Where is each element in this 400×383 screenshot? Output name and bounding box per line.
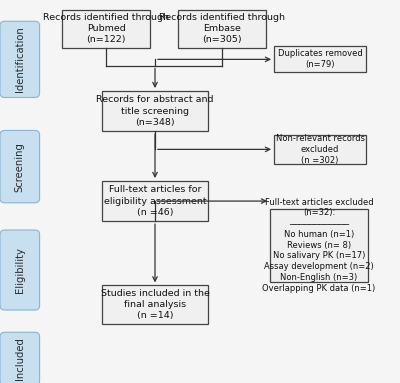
FancyBboxPatch shape [178,10,266,48]
FancyBboxPatch shape [62,10,150,48]
FancyBboxPatch shape [270,209,368,282]
Text: Full-text articles excluded
(n=32):
────────────
No human (n=1)
Reviews (n= 8)
N: Full-text articles excluded (n=32): ────… [262,198,376,293]
FancyBboxPatch shape [274,135,366,164]
Text: Non-relevant records
excluded
(n =302): Non-relevant records excluded (n =302) [276,134,364,165]
FancyBboxPatch shape [102,181,208,221]
FancyBboxPatch shape [102,285,208,324]
Text: Duplicates removed
(n=79): Duplicates removed (n=79) [278,49,362,69]
Text: Records for abstract and
title screening
(n=348): Records for abstract and title screening… [96,95,214,127]
FancyBboxPatch shape [0,230,40,310]
FancyBboxPatch shape [0,332,40,383]
Text: Records identified through
Pubmed
(n=122): Records identified through Pubmed (n=122… [43,13,169,44]
FancyBboxPatch shape [102,91,208,131]
Text: Included: Included [15,337,25,380]
Text: Records identified through
Embase
(n=305): Records identified through Embase (n=305… [159,13,285,44]
Text: Identification: Identification [15,26,25,92]
Text: Studies included in the
final analysis
(n =14): Studies included in the final analysis (… [100,289,210,320]
Text: Full-text articles for
eligibility assessment
(n =46): Full-text articles for eligibility asses… [104,185,206,217]
FancyBboxPatch shape [0,21,40,97]
FancyBboxPatch shape [274,46,366,72]
FancyBboxPatch shape [0,130,40,203]
Text: Eligibility: Eligibility [15,247,25,293]
Text: Screening: Screening [15,142,25,192]
